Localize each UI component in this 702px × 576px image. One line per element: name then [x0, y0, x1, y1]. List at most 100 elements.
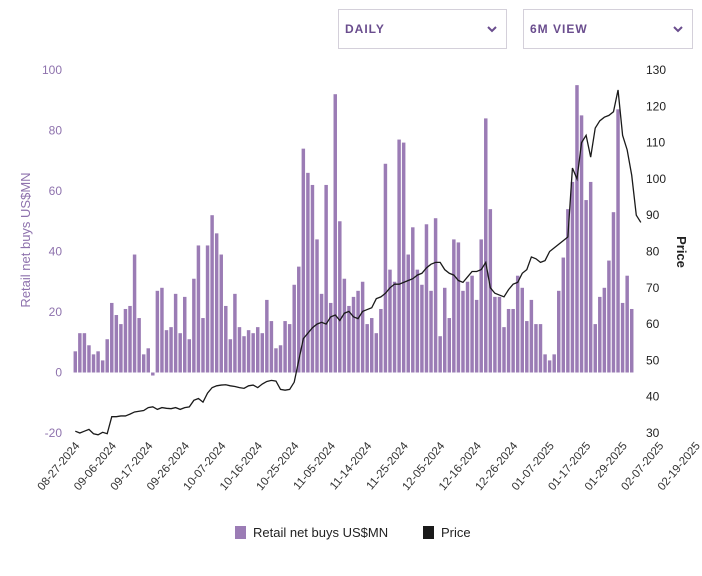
- retail-buys-bar[interactable]: [479, 239, 483, 373]
- retail-buys-bar[interactable]: [515, 275, 520, 373]
- retail-buys-bar[interactable]: [497, 296, 502, 373]
- retail-buys-bar[interactable]: [520, 287, 524, 373]
- retail-buys-bar[interactable]: [119, 324, 123, 373]
- retail-buys-bar[interactable]: [452, 239, 456, 373]
- retail-buys-bar[interactable]: [219, 254, 223, 373]
- retail-buys-bar[interactable]: [525, 321, 529, 373]
- retail-buys-bar[interactable]: [214, 233, 219, 373]
- retail-buys-bar[interactable]: [383, 163, 388, 373]
- retail-buys-bar[interactable]: [128, 305, 132, 373]
- retail-buys-bar[interactable]: [438, 336, 442, 373]
- retail-buys-bar[interactable]: [370, 318, 374, 373]
- retail-buys-bar[interactable]: [260, 333, 265, 373]
- retail-buys-bar[interactable]: [584, 200, 588, 373]
- retail-buys-bar[interactable]: [543, 354, 547, 373]
- retail-buys-bar[interactable]: [205, 245, 210, 373]
- retail-buys-bar[interactable]: [415, 269, 420, 373]
- retail-buys-bar[interactable]: [233, 293, 237, 373]
- retail-buys-bar[interactable]: [333, 94, 337, 373]
- retail-buys-bar[interactable]: [110, 302, 114, 373]
- retail-buys-bar[interactable]: [374, 333, 379, 373]
- retail-buys-bar[interactable]: [360, 281, 365, 373]
- retail-buys-bar[interactable]: [401, 142, 406, 373]
- retail-buys-bar[interactable]: [429, 290, 433, 373]
- retail-buys-bar[interactable]: [447, 318, 452, 373]
- retail-buys-bar[interactable]: [155, 290, 160, 373]
- retail-buys-bar[interactable]: [356, 290, 360, 373]
- retail-buys-bar[interactable]: [91, 354, 96, 373]
- retail-buys-bar[interactable]: [406, 254, 410, 373]
- retail-buys-bar[interactable]: [114, 315, 119, 373]
- retail-buys-bar[interactable]: [164, 330, 169, 373]
- retail-buys-bar[interactable]: [342, 278, 347, 373]
- retail-buys-bar[interactable]: [388, 269, 392, 373]
- retail-buys-bar[interactable]: [488, 209, 493, 373]
- retail-buys-bar[interactable]: [210, 215, 214, 373]
- retail-buys-bar[interactable]: [620, 302, 625, 373]
- retail-buys-bar[interactable]: [269, 321, 274, 373]
- retail-buys-bar[interactable]: [424, 224, 429, 373]
- retail-buys-bar[interactable]: [511, 308, 515, 373]
- retail-buys-bar[interactable]: [602, 287, 607, 373]
- retail-buys-bar[interactable]: [196, 245, 201, 373]
- retail-buys-bar[interactable]: [251, 333, 255, 373]
- retail-buys-bar[interactable]: [246, 330, 251, 373]
- retail-buys-bar[interactable]: [538, 324, 543, 373]
- retail-buys-bar[interactable]: [173, 293, 178, 373]
- retail-buys-bar[interactable]: [493, 296, 497, 373]
- retail-buys-bar[interactable]: [228, 339, 233, 373]
- retail-buys-bar[interactable]: [598, 296, 602, 373]
- retail-buys-bar[interactable]: [306, 172, 310, 373]
- retail-buys-bar[interactable]: [392, 281, 397, 373]
- price-line[interactable]: [75, 89, 642, 436]
- retail-buys-bar[interactable]: [324, 184, 328, 373]
- retail-buys-bar[interactable]: [328, 302, 333, 373]
- retail-buys-bar[interactable]: [629, 308, 634, 373]
- retail-buys-bar[interactable]: [151, 372, 155, 376]
- retail-buys-bar[interactable]: [137, 318, 141, 373]
- retail-buys-bar[interactable]: [187, 339, 192, 373]
- retail-buys-bar[interactable]: [301, 148, 306, 373]
- retail-buys-bar[interactable]: [411, 227, 415, 373]
- retail-buys-bar[interactable]: [433, 218, 438, 373]
- retail-buys-bar[interactable]: [547, 360, 552, 373]
- retail-buys-bar[interactable]: [73, 351, 78, 373]
- retail-buys-bar[interactable]: [169, 327, 173, 373]
- retail-buys-bar[interactable]: [347, 305, 351, 373]
- retail-buys-bar[interactable]: [315, 239, 319, 373]
- retail-buys-bar[interactable]: [292, 284, 296, 373]
- retail-buys-bar[interactable]: [201, 318, 205, 373]
- retail-buys-bar[interactable]: [141, 354, 146, 373]
- retail-buys-bar[interactable]: [78, 333, 82, 373]
- retail-buys-bar[interactable]: [287, 324, 292, 373]
- retail-buys-bar[interactable]: [146, 348, 150, 373]
- retail-buys-bar[interactable]: [379, 308, 383, 373]
- retail-buys-bar[interactable]: [484, 118, 488, 373]
- retail-buys-bar[interactable]: [502, 327, 506, 373]
- retail-buys-bar[interactable]: [338, 221, 342, 373]
- retail-buys-bar[interactable]: [82, 333, 87, 373]
- retail-buys-bar[interactable]: [420, 284, 424, 373]
- retail-buys-bar[interactable]: [461, 290, 465, 373]
- retail-buys-bar[interactable]: [87, 345, 91, 373]
- retail-buys-bar[interactable]: [456, 242, 461, 373]
- retail-buys-bar[interactable]: [105, 339, 109, 373]
- retail-buys-bar[interactable]: [575, 85, 579, 373]
- retail-buys-bar[interactable]: [265, 299, 269, 373]
- retail-buys-bar[interactable]: [465, 281, 470, 373]
- retail-buys-bar[interactable]: [100, 360, 105, 373]
- retail-buys-bar[interactable]: [283, 321, 287, 373]
- retail-buys-bar[interactable]: [365, 324, 369, 373]
- retail-buys-bar[interactable]: [625, 275, 629, 373]
- retail-buys-bar[interactable]: [96, 351, 100, 373]
- retail-buys-bar[interactable]: [192, 278, 196, 373]
- view-select[interactable]: 6M VIEW: [523, 9, 693, 49]
- retail-buys-bar[interactable]: [579, 115, 584, 373]
- retail-buys-bar[interactable]: [224, 305, 228, 373]
- retail-buys-bar[interactable]: [534, 324, 538, 373]
- retail-buys-bar[interactable]: [297, 266, 301, 373]
- legend-item-bars[interactable]: Retail net buys US$MN: [235, 525, 388, 540]
- retail-buys-bar[interactable]: [183, 296, 187, 373]
- retail-buys-bar[interactable]: [570, 181, 575, 373]
- retail-buys-bar[interactable]: [616, 109, 620, 373]
